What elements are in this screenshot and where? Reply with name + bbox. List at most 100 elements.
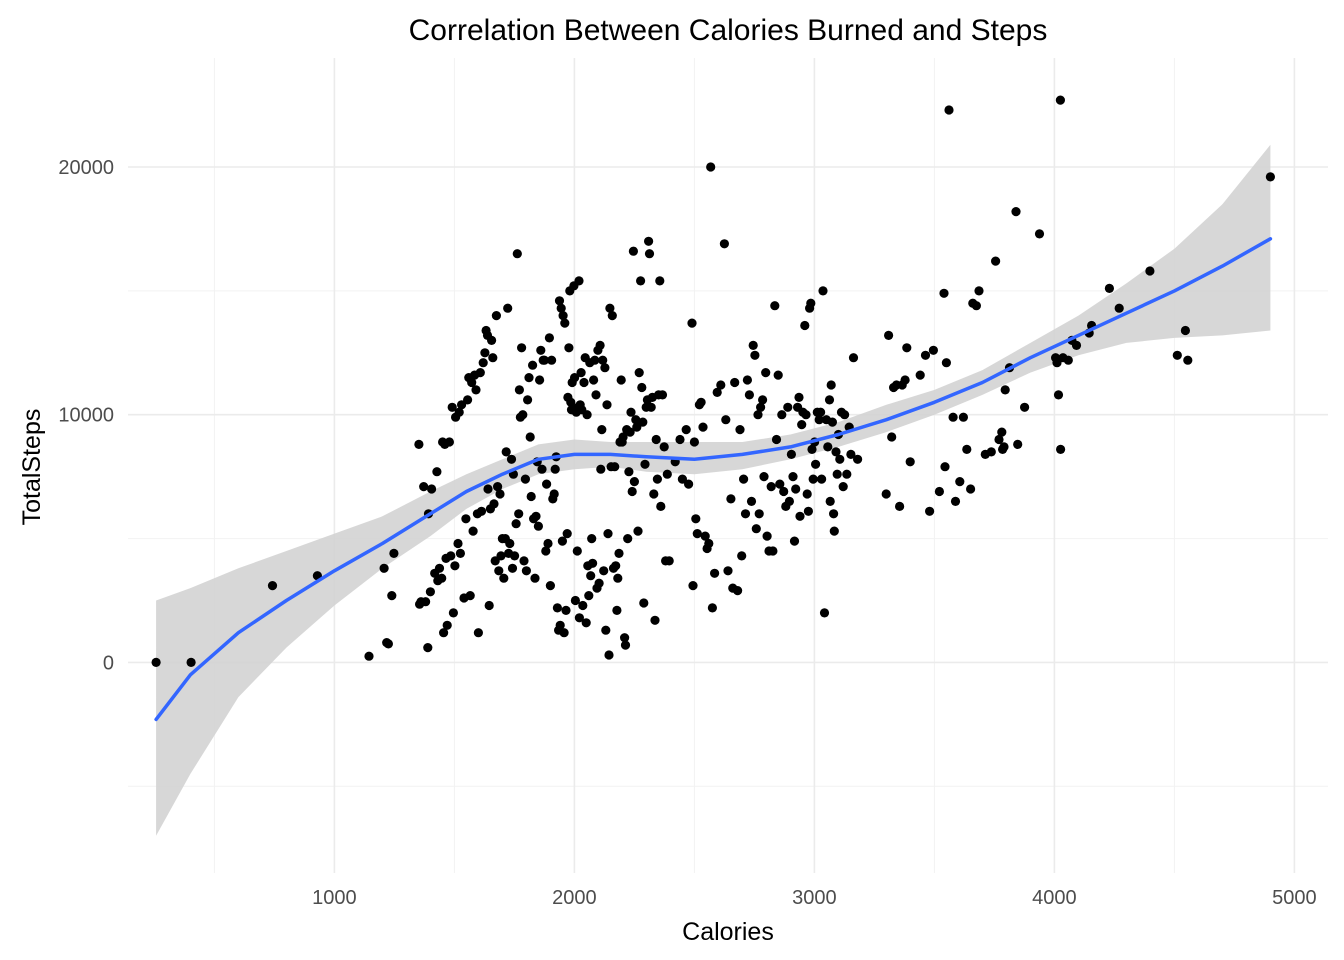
- data-point: [501, 447, 511, 457]
- data-point: [520, 474, 531, 484]
- data-point: [726, 494, 736, 504]
- data-point: [640, 459, 650, 469]
- data-point: [629, 477, 640, 487]
- data-point: [797, 420, 807, 430]
- data-point: [835, 454, 845, 464]
- data-point: [806, 298, 816, 308]
- data-point: [803, 506, 814, 516]
- data-point: [700, 531, 710, 541]
- data-point: [649, 489, 659, 499]
- data-point: [1020, 402, 1030, 412]
- data-point: [539, 355, 550, 365]
- data-point: [487, 335, 497, 345]
- data-point: [756, 402, 766, 412]
- data-point: [579, 377, 589, 388]
- data-point: [740, 509, 751, 519]
- chart-title: Correlation Between Calories Burned and …: [409, 14, 1048, 47]
- data-point: [712, 387, 722, 397]
- data-point: [1172, 350, 1182, 360]
- data-point: [364, 651, 374, 661]
- data-point: [610, 462, 620, 472]
- data-point: [595, 340, 605, 350]
- data-point: [807, 444, 817, 454]
- data-point: [887, 432, 897, 442]
- data-point: [506, 454, 517, 464]
- x-axis-title: Calories: [682, 918, 774, 946]
- data-point: [928, 345, 939, 355]
- data-point: [934, 486, 945, 497]
- data-point: [814, 415, 824, 425]
- data-point: [966, 484, 976, 494]
- data-point: [639, 598, 649, 608]
- data-point: [587, 534, 597, 544]
- data-point: [541, 546, 551, 556]
- data-point: [627, 486, 637, 497]
- data-point: [681, 425, 691, 435]
- data-point: [543, 538, 553, 549]
- data-point: [383, 639, 393, 649]
- data-point: [900, 375, 910, 385]
- data-point: [706, 162, 716, 172]
- data-point: [423, 643, 433, 653]
- data-point: [633, 526, 643, 536]
- data-point: [598, 355, 608, 365]
- data-point: [151, 657, 161, 668]
- data-point: [939, 288, 949, 298]
- data-point: [770, 301, 780, 311]
- data-point: [471, 385, 481, 395]
- data-point: [555, 620, 565, 630]
- data-point: [601, 625, 611, 635]
- data-point: [550, 464, 560, 474]
- data-point: [655, 276, 665, 286]
- data-point: [773, 370, 783, 380]
- data-point: [473, 628, 483, 638]
- data-point: [800, 320, 810, 331]
- data-point: [675, 434, 685, 445]
- data-point: [493, 482, 503, 492]
- data-point: [818, 286, 828, 296]
- data-point: [597, 425, 607, 435]
- data-point: [692, 529, 702, 539]
- data-point: [507, 563, 518, 573]
- data-point: [536, 345, 546, 355]
- x-tick-label: 3000: [792, 887, 837, 909]
- data-point: [986, 447, 996, 457]
- data-point: [560, 318, 570, 328]
- data-point: [586, 571, 596, 581]
- data-point: [698, 422, 708, 432]
- data-point: [574, 276, 584, 286]
- data-point: [530, 573, 540, 583]
- data-point: [578, 600, 588, 611]
- data-point: [557, 536, 568, 546]
- data-point: [1056, 444, 1066, 454]
- data-point: [611, 561, 621, 571]
- data-point: [795, 511, 805, 521]
- data-point: [505, 538, 515, 549]
- data-point: [1071, 340, 1082, 350]
- data-point: [620, 633, 630, 643]
- data-point: [549, 489, 559, 499]
- x-axis-tick-labels: 1000 2000 3000 4000 5000: [312, 887, 1317, 909]
- data-point: [584, 591, 594, 601]
- data-point: [602, 400, 612, 410]
- data-point: [902, 343, 912, 353]
- data-point: [794, 392, 804, 402]
- data-point: [461, 514, 471, 524]
- data-point: [526, 491, 536, 502]
- data-point: [604, 650, 614, 660]
- data-point: [616, 375, 626, 385]
- data-point: [605, 303, 615, 313]
- data-point: [494, 566, 504, 576]
- data-point: [574, 613, 585, 623]
- data-point: [638, 417, 648, 427]
- data-point: [556, 303, 566, 313]
- data-point: [838, 482, 848, 492]
- data-point: [940, 462, 950, 472]
- data-point: [802, 489, 812, 499]
- data-point: [646, 402, 656, 412]
- data-point: [625, 427, 635, 437]
- data-point: [637, 382, 647, 393]
- data-point: [636, 276, 646, 286]
- data-point: [1011, 207, 1021, 217]
- data-point: [997, 427, 1007, 437]
